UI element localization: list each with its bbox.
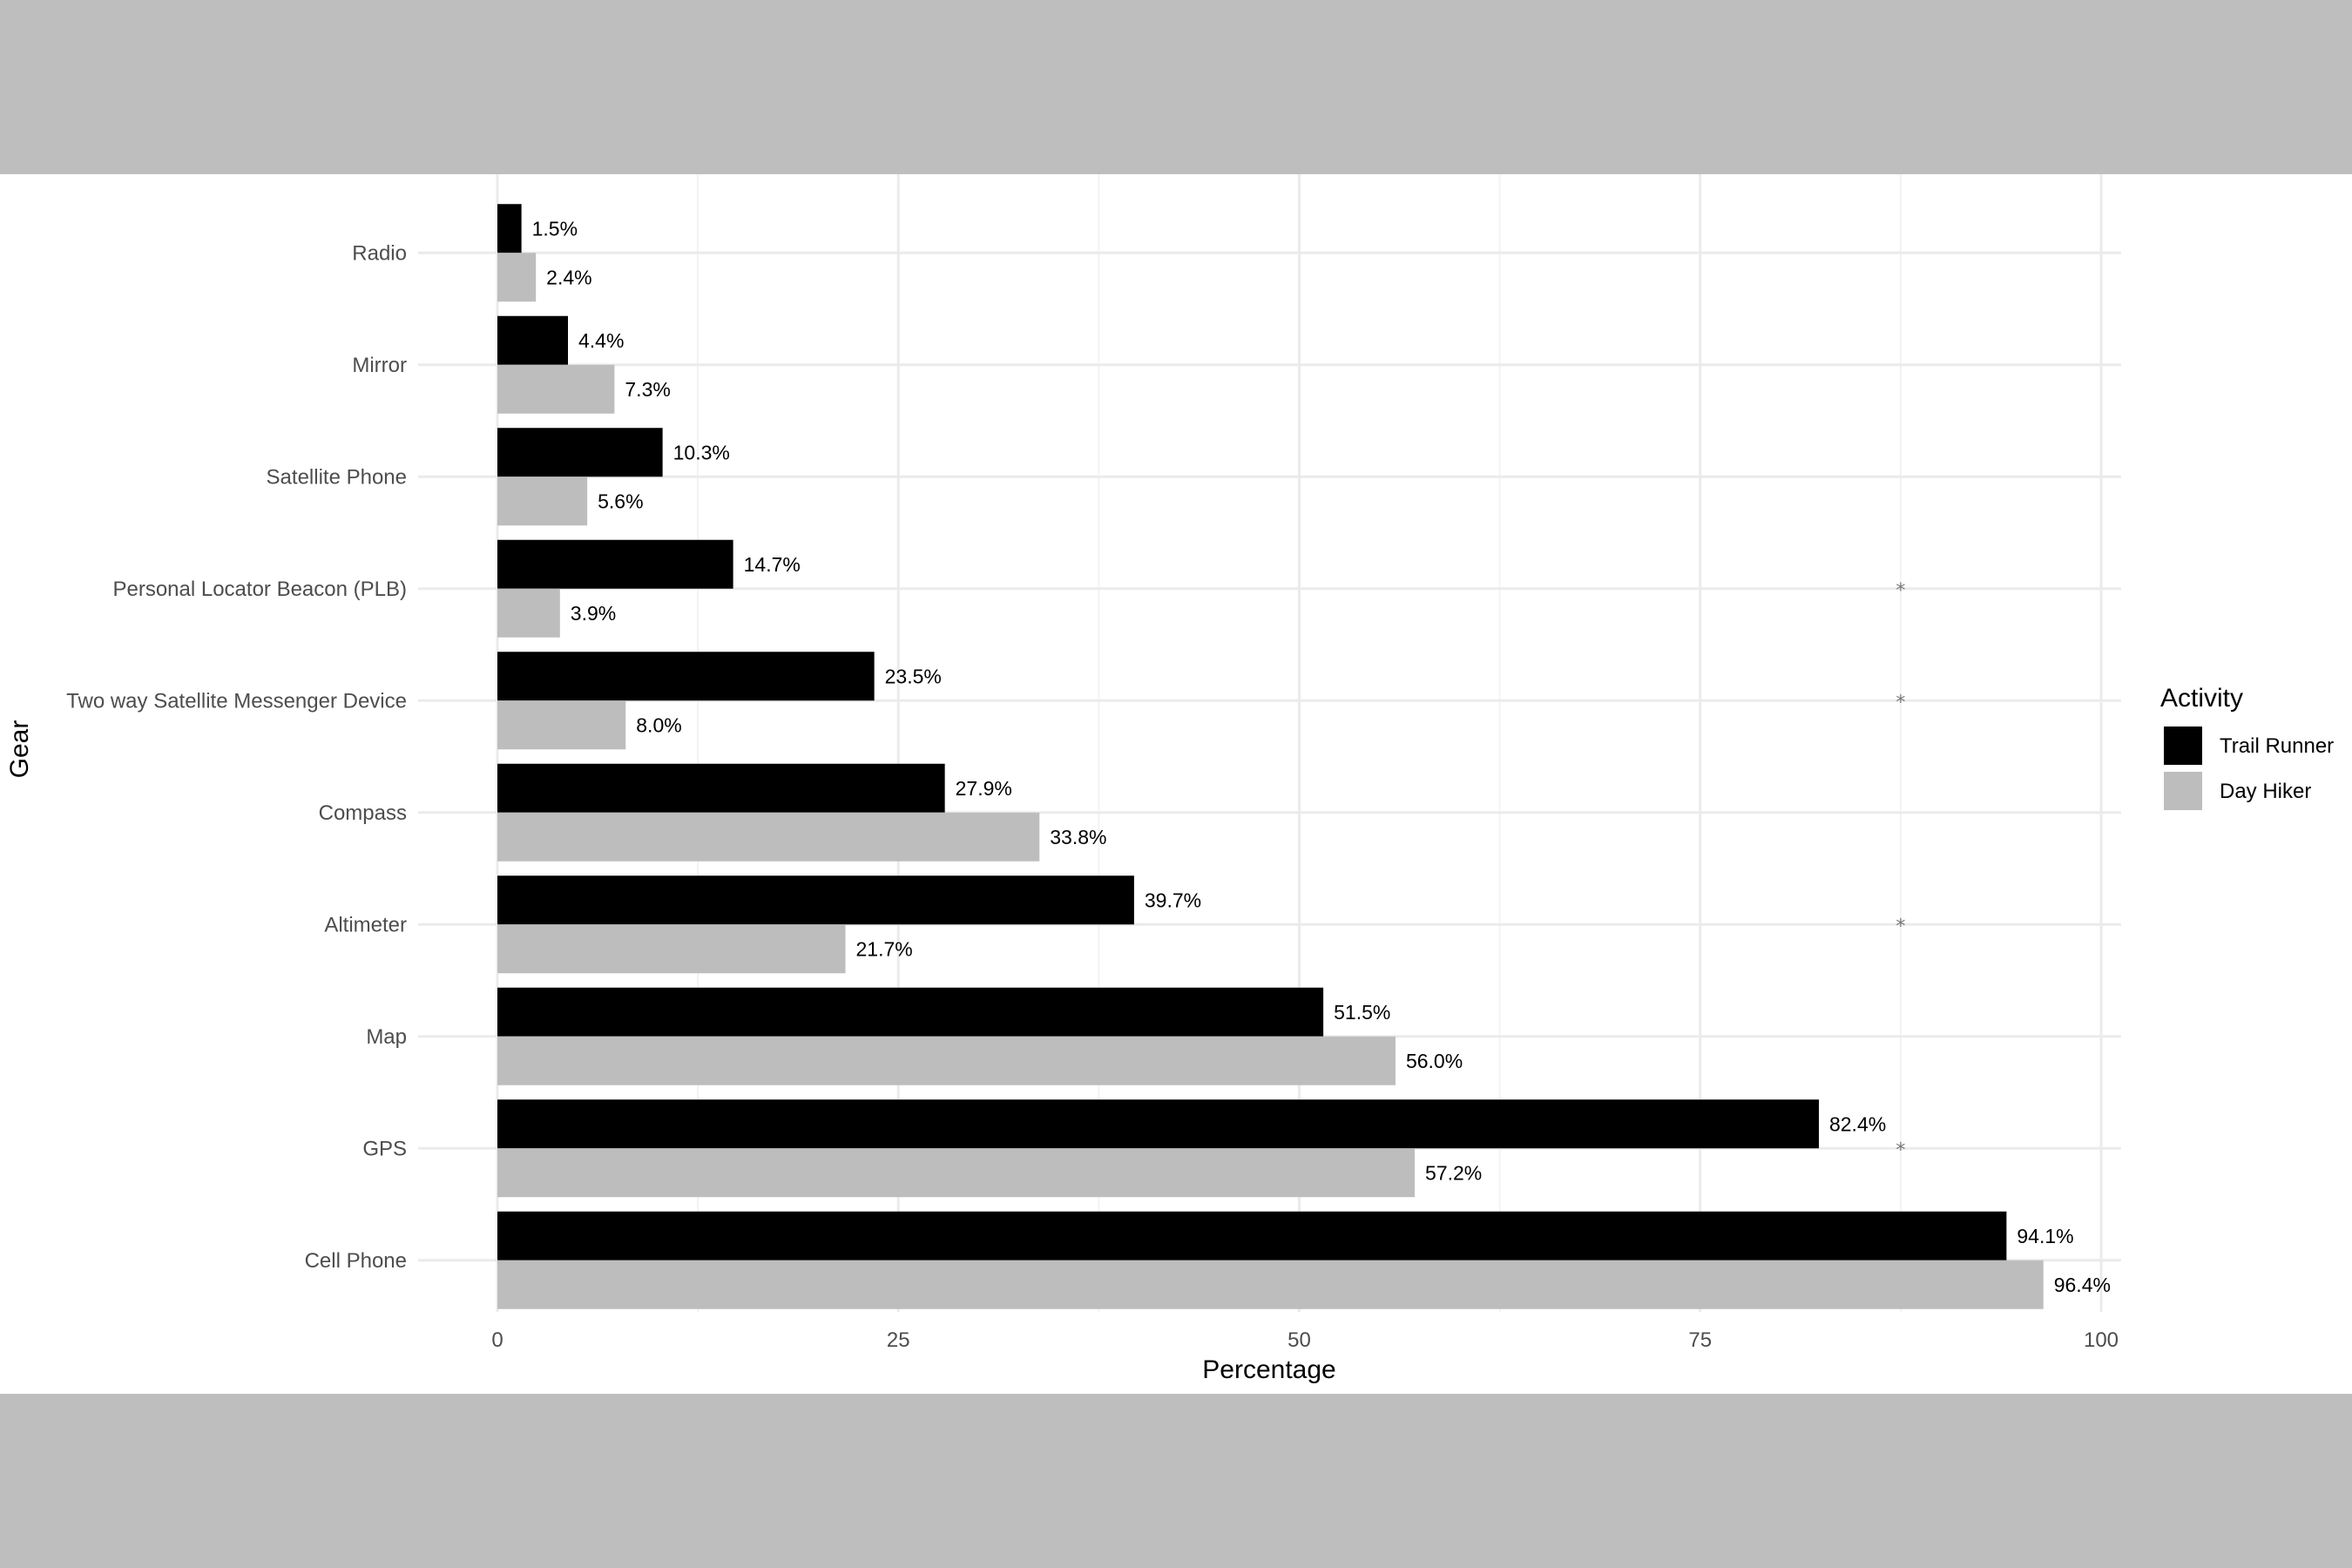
x-tick-label: 50 — [1288, 1328, 1311, 1352]
legend-title: Activity — [2160, 684, 2243, 713]
bars: 1.5% 2.4% 4.4% 7.3% 10.3% 5.6% 14.7% 3.9% * 23.5%… — [497, 204, 2111, 1309]
bar-day-hiker — [497, 1260, 2044, 1309]
data-label: 23.5% — [885, 665, 942, 687]
data-label: 94.1% — [2017, 1225, 2073, 1247]
significance-marker: * — [1896, 580, 1905, 602]
bar-day-hiker — [497, 1148, 1416, 1198]
bar-day-hiker — [497, 700, 626, 750]
bar-trail-runner — [497, 875, 1134, 925]
legend: Activity Trail Runner Day Hiker — [2160, 684, 2334, 810]
data-label: 1.5% — [532, 217, 578, 240]
x-tick-label: 75 — [1688, 1328, 1712, 1352]
y-tick-label: Personal Locator Beacon (PLB) — [112, 578, 407, 601]
data-label: 39.7% — [1145, 889, 1201, 911]
y-tick-label: Map — [366, 1025, 407, 1049]
data-label: 57.2% — [1425, 1161, 1482, 1184]
bar-trail-runner — [497, 315, 569, 365]
x-tick-label: 100 — [2084, 1328, 2119, 1352]
chart-panel: 1.5% 2.4% 4.4% 7.3% 10.3% 5.6% 14.7% 3.9% * 23.5%… — [0, 174, 2352, 1394]
x-tick-labels: 0 25 50 75 100 — [491, 1328, 2119, 1352]
bar-trail-runner — [497, 987, 1324, 1037]
y-tick-label: Mirror — [352, 354, 407, 377]
bar-day-hiker — [497, 588, 560, 638]
bar-day-hiker — [497, 924, 846, 974]
data-label: 8.0% — [636, 713, 681, 736]
y-tick-label: Compass — [319, 801, 407, 825]
bar-chart: 1.5% 2.4% 4.4% 7.3% 10.3% 5.6% 14.7% 3.9% * 23.5%… — [5, 174, 2334, 1384]
legend-label: Day Hiker — [2220, 780, 2311, 803]
bar-day-hiker — [497, 1036, 1396, 1085]
x-tick-label: 25 — [887, 1328, 910, 1352]
y-tick-labels: Radio Mirror Satellite Phone Personal Locat… — [66, 241, 407, 1273]
data-label: 7.3% — [625, 378, 670, 401]
data-label: 10.3% — [673, 441, 730, 463]
data-label: 33.8% — [1050, 826, 1106, 848]
data-label: 4.4% — [578, 329, 624, 352]
data-label: 27.9% — [956, 777, 1012, 800]
bar-trail-runner — [497, 1099, 1819, 1149]
bar-trail-runner — [497, 652, 875, 701]
significance-marker: * — [1896, 916, 1905, 937]
data-label: 2.4% — [546, 266, 591, 288]
bar-trail-runner — [497, 1211, 2007, 1260]
legend-swatch — [2164, 772, 2202, 810]
bar-trail-runner — [497, 539, 733, 589]
data-label: 14.7% — [744, 553, 801, 576]
bar-day-hiker — [497, 812, 1040, 862]
y-tick-label: Two way Satellite Messenger Device — [66, 689, 407, 713]
y-tick-label: Radio — [352, 241, 407, 265]
data-label: 96.4% — [2054, 1274, 2111, 1296]
bar-trail-runner — [497, 204, 522, 253]
bar-trail-runner — [497, 763, 945, 813]
y-tick-label: Altimeter — [324, 913, 407, 936]
data-label: 21.7% — [855, 937, 912, 960]
x-axis-title: Percentage — [1202, 1355, 1335, 1384]
significance-marker: * — [1896, 692, 1905, 713]
bar-day-hiker — [497, 476, 588, 526]
bar-day-hiker — [497, 253, 537, 302]
y-tick-label: Cell Phone — [305, 1249, 407, 1273]
bar-day-hiker — [497, 364, 615, 414]
bar-trail-runner — [497, 428, 663, 477]
legend-swatch — [2164, 727, 2202, 765]
data-label: 5.6% — [598, 490, 643, 512]
y-tick-label: Satellite Phone — [267, 465, 407, 489]
y-tick-label: GPS — [362, 1137, 407, 1160]
data-label: 56.0% — [1406, 1050, 1463, 1072]
significance-marker: * — [1896, 1139, 1905, 1161]
data-label: 51.5% — [1334, 1001, 1390, 1024]
y-axis-title: Gear — [5, 720, 34, 779]
data-label: 82.4% — [1829, 1112, 1886, 1135]
x-tick-label: 0 — [491, 1328, 503, 1352]
data-label: 3.9% — [571, 602, 616, 625]
legend-label: Trail Runner — [2220, 734, 2334, 758]
